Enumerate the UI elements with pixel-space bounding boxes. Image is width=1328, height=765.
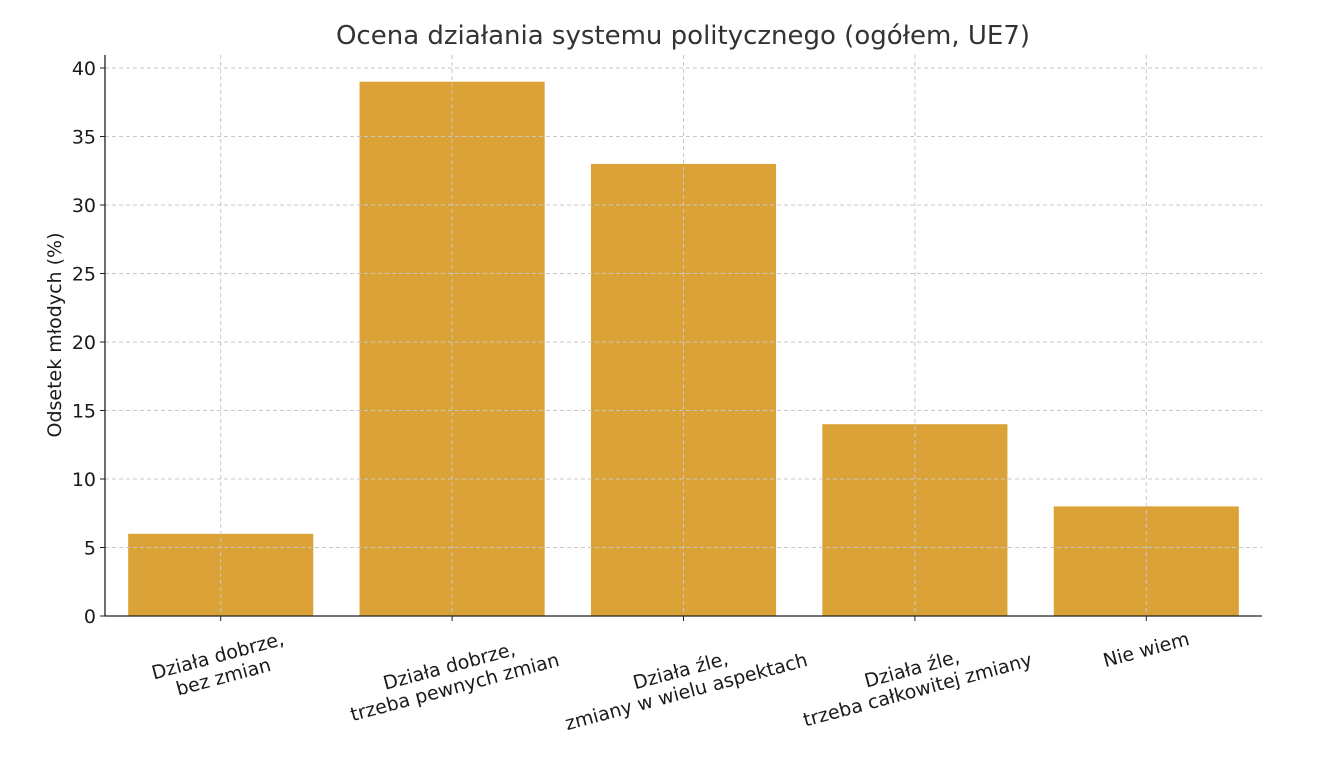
- y-tick-label: 5: [84, 538, 96, 560]
- x-tick-label-text: Nie wiem: [1101, 628, 1192, 672]
- x-tick-label-text: Działa dobrze,trzeba pewnych zmian: [342, 628, 561, 726]
- x-tick-label: Działa źle,trzeba całkowitej zmiany: [795, 628, 1035, 732]
- x-tick-label-text: Działa źle,zmiany w wielu aspektach: [557, 628, 810, 735]
- x-tick-label: Działa dobrze,bez zmian: [149, 628, 292, 706]
- x-tick-label: Nie wiem: [1101, 628, 1192, 672]
- y-tick-label: 10: [72, 469, 96, 491]
- y-tick-label: 25: [72, 264, 96, 286]
- x-tick-label: Działa źle,zmiany w wielu aspektach: [557, 628, 810, 735]
- y-tick-label: 30: [72, 195, 96, 217]
- x-tick-label-line: Nie wiem: [1101, 628, 1192, 672]
- y-tick-label: 15: [72, 401, 96, 423]
- y-tick-label: 0: [84, 606, 96, 628]
- y-tick-label: 40: [72, 58, 96, 80]
- x-tick-label-text: Działa dobrze,bez zmian: [149, 628, 292, 706]
- y-axis-label: Odsetek młodych (%): [44, 232, 66, 437]
- x-tick-label-text: Działa źle,trzeba całkowitej zmiany: [795, 628, 1034, 731]
- chart-title: Ocena działania systemu politycznego (og…: [336, 21, 1030, 51]
- y-tick-label: 20: [72, 332, 96, 354]
- y-tick-label: 35: [72, 127, 96, 149]
- x-tick-label: Działa dobrze,trzeba pewnych zmian: [342, 628, 562, 726]
